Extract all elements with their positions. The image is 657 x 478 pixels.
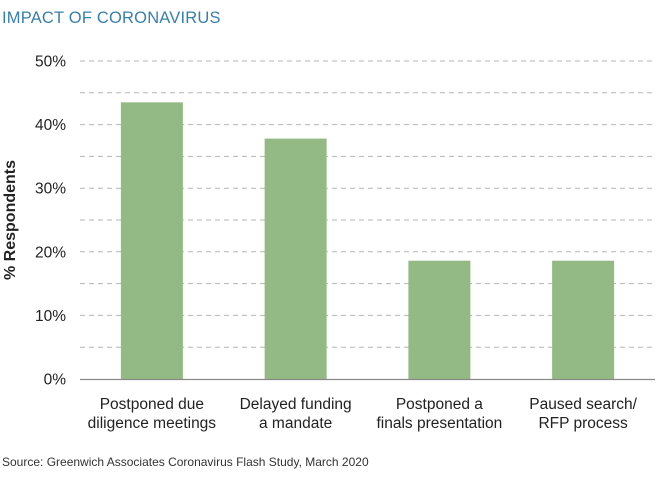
chart-title: IMPACT OF CORONAVIRUS (2, 9, 221, 27)
x-tick-label: Delayed funding a mandate (240, 396, 352, 432)
bar (120, 102, 183, 379)
x-tick-label: Paused search/RFP process (529, 396, 637, 432)
y-tick-label: 0% (44, 372, 67, 389)
y-tick-label: 50% (35, 54, 66, 71)
y-tick-label: 10% (35, 308, 66, 325)
bar (264, 138, 327, 379)
bar (552, 260, 615, 379)
x-tick-label: Postponed due diligence meetings (88, 396, 217, 432)
source-note: Source: Greenwich Associates Coronavirus… (2, 455, 369, 469)
bar (408, 260, 471, 379)
y-tick-label: 40% (35, 117, 66, 134)
y-axis-label: % Respondents (2, 160, 19, 280)
y-tick-label: 30% (35, 181, 66, 198)
y-tick-label: 20% (35, 244, 66, 261)
x-tick-label: Postponed a finals presentation (376, 396, 502, 432)
